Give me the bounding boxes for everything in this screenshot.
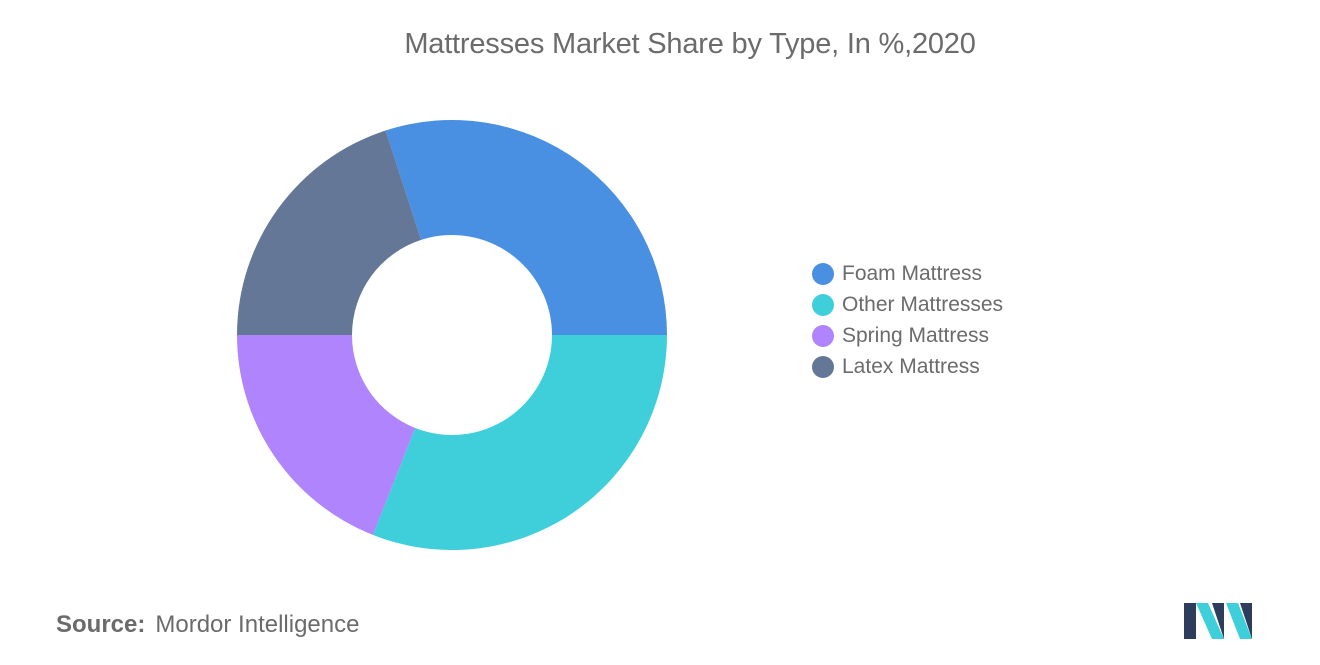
legend-item-spring-mattress: Spring Mattress bbox=[812, 320, 1003, 351]
legend-item-latex-mattress: Latex Mattress bbox=[812, 351, 1003, 382]
mordor-intelligence-logo-icon bbox=[1184, 603, 1252, 639]
legend-label: Foam Mattress bbox=[842, 261, 983, 285]
legend-label: Latex Mattress bbox=[842, 354, 980, 378]
chart-title: Mattresses Market Share by Type, In %,20… bbox=[404, 28, 976, 60]
legend-item-other-mattresses: Other Mattresses bbox=[812, 289, 1003, 320]
slice-foam-mattress bbox=[385, 119, 667, 335]
source-text: Mordor Intelligence bbox=[155, 611, 360, 638]
legend-swatch bbox=[812, 262, 834, 285]
logo-shape bbox=[1212, 603, 1224, 639]
chart-legend: Foam Mattress Other Mattresses Spring Ma… bbox=[812, 258, 1003, 382]
logo-shape bbox=[1226, 603, 1252, 639]
legend-label: Spring Mattress bbox=[842, 323, 990, 347]
legend-swatch bbox=[812, 293, 834, 316]
slice-spring-mattress bbox=[236, 335, 416, 535]
legend-item-foam-mattress: Foam Mattress bbox=[812, 258, 1003, 289]
legend-label: Other Mattresses bbox=[842, 292, 1004, 316]
logo-shape bbox=[1184, 603, 1196, 639]
source-label: Source: bbox=[56, 611, 146, 638]
source-note: Source: Mordor Intelligence bbox=[56, 611, 359, 639]
legend-swatch bbox=[812, 355, 834, 378]
logo-shape bbox=[1196, 603, 1224, 639]
legend-swatch bbox=[812, 324, 834, 347]
slice-latex-mattress bbox=[237, 130, 422, 335]
logo-shape bbox=[1240, 603, 1252, 639]
slice-other-mattresses bbox=[372, 335, 667, 551]
